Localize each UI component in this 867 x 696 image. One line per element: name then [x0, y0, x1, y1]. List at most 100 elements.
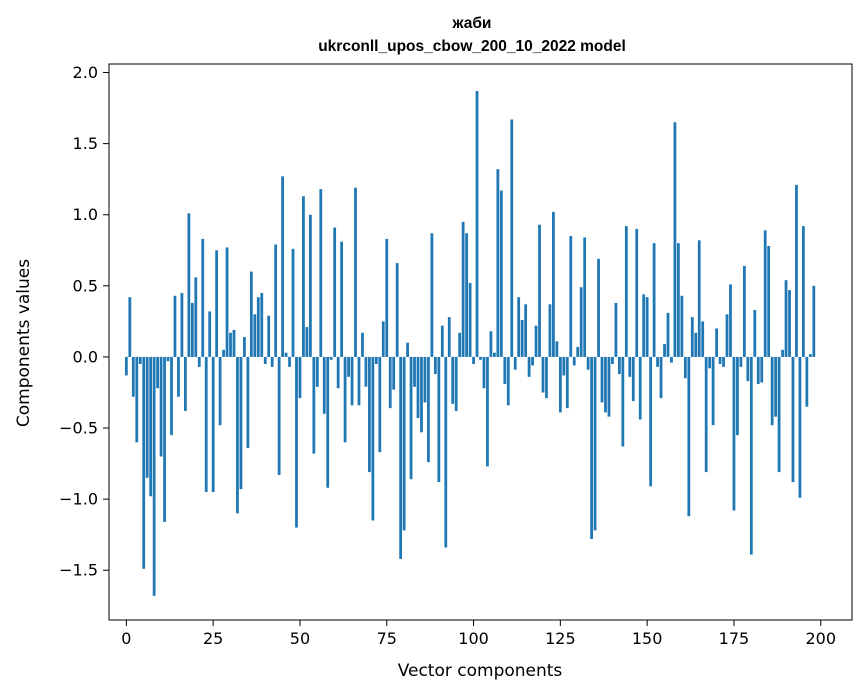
y-tick-label: 1.5	[73, 134, 98, 153]
bar-component-73	[378, 356, 382, 453]
bar-component-165	[697, 240, 701, 357]
bar-component-140	[611, 356, 614, 365]
bar-component-145	[628, 356, 632, 377]
bar-component-182	[756, 356, 760, 384]
bar-component-194	[798, 356, 802, 498]
bar-component-85	[420, 356, 423, 433]
bar-component-160	[680, 295, 684, 357]
bar-component-163	[690, 317, 694, 357]
bar-component-45	[281, 176, 284, 357]
bar-component-44	[277, 356, 281, 475]
bar-component-105	[489, 331, 493, 357]
x-tick-label: 75	[377, 629, 397, 648]
x-tick-label: 175	[719, 629, 750, 648]
bar-component-147	[635, 228, 639, 357]
bar-component-90	[437, 356, 441, 483]
bar-component-148	[638, 356, 642, 420]
bar-component-166	[701, 321, 705, 357]
bar-component-34	[243, 337, 246, 357]
bar-component-60	[333, 227, 337, 357]
bar-component-20	[194, 277, 198, 357]
bar-component-33	[239, 356, 243, 490]
bar-component-118	[534, 325, 538, 357]
bar-component-21	[197, 356, 201, 367]
y-tick-label: −1.5	[59, 561, 98, 580]
bar-component-40	[263, 356, 267, 365]
bar-component-96	[458, 332, 462, 357]
bar-component-91	[440, 325, 444, 357]
bar-component-107	[496, 169, 500, 357]
bar-component-196	[805, 356, 809, 407]
bar-component-159	[677, 243, 680, 357]
bar-component-101	[475, 91, 479, 357]
bar-component-111	[510, 119, 514, 357]
bar-component-152	[652, 243, 656, 357]
bar-component-142	[617, 356, 621, 374]
bar-component-57	[322, 356, 326, 414]
bar-component-104	[486, 356, 489, 467]
bar-component-50	[298, 356, 302, 399]
bar-component-100	[472, 356, 475, 365]
bar-component-9	[156, 356, 159, 389]
bar-component-13	[170, 356, 173, 436]
bar-component-93	[447, 317, 451, 357]
bar-component-39	[260, 292, 264, 357]
bar-component-185	[767, 246, 771, 357]
bar-component-27	[218, 356, 222, 426]
chart-title-line-2: ukrconll_upos_cbow_200_10_2022 model	[318, 38, 626, 55]
bar-component-98	[465, 233, 468, 357]
bar-component-92	[444, 356, 448, 548]
y-tick-label: 0.5	[73, 276, 98, 295]
bar-component-86	[423, 356, 427, 403]
bar-component-190	[784, 280, 788, 357]
bar-component-137	[600, 356, 604, 403]
bar-component-178	[742, 265, 746, 357]
bar-component-4	[138, 356, 142, 365]
bar-component-162	[687, 356, 691, 517]
x-tick-label: 50	[290, 629, 310, 648]
bar-component-11	[163, 356, 166, 522]
bar-component-61	[336, 356, 340, 389]
bar-component-191	[788, 290, 791, 357]
bar-component-126	[562, 356, 566, 376]
bar-component-6	[145, 356, 149, 478]
y-tick-label: 0.0	[73, 347, 98, 366]
bar-component-55	[315, 356, 319, 387]
y-axis-label: Components values	[14, 259, 34, 427]
bar-component-66	[354, 187, 357, 357]
bar-component-28	[222, 349, 225, 357]
y-axis-ticks: −1.5 −1.0 −0.5 0.0 0.5 1.0 1.5 2.0	[59, 63, 109, 580]
bar-component-195	[802, 226, 805, 357]
bar-component-70	[368, 356, 371, 473]
bar-component-184	[763, 230, 767, 357]
bar-component-54	[312, 356, 316, 454]
bar-component-158	[673, 122, 677, 357]
bar-component-151	[649, 356, 653, 487]
bar-component-192	[791, 356, 795, 483]
bar-component-71	[371, 356, 375, 521]
bar-component-88	[430, 233, 434, 357]
bar-component-115	[524, 304, 528, 357]
bar-component-0	[124, 356, 128, 376]
bar-component-35	[246, 356, 250, 448]
bar-component-114	[520, 319, 524, 357]
bar-component-51	[302, 196, 305, 357]
bar-component-52	[305, 327, 309, 357]
plot-area-frame	[108, 63, 853, 621]
bar-component-116	[527, 356, 531, 377]
bar-component-25	[211, 356, 215, 493]
bar-component-176	[736, 356, 739, 436]
bar-component-110	[506, 356, 510, 406]
bar-component-3	[135, 356, 139, 443]
bar-component-183	[760, 356, 764, 383]
bar-component-84	[416, 356, 420, 419]
x-tick-label: 200	[805, 629, 836, 648]
bar-component-17	[183, 356, 187, 411]
bar-component-155	[663, 344, 666, 357]
bar-component-41	[267, 315, 271, 357]
bar-component-31	[232, 329, 236, 357]
bar-component-170	[715, 328, 718, 357]
bar-component-124	[555, 341, 559, 357]
bar-component-97	[461, 221, 465, 357]
